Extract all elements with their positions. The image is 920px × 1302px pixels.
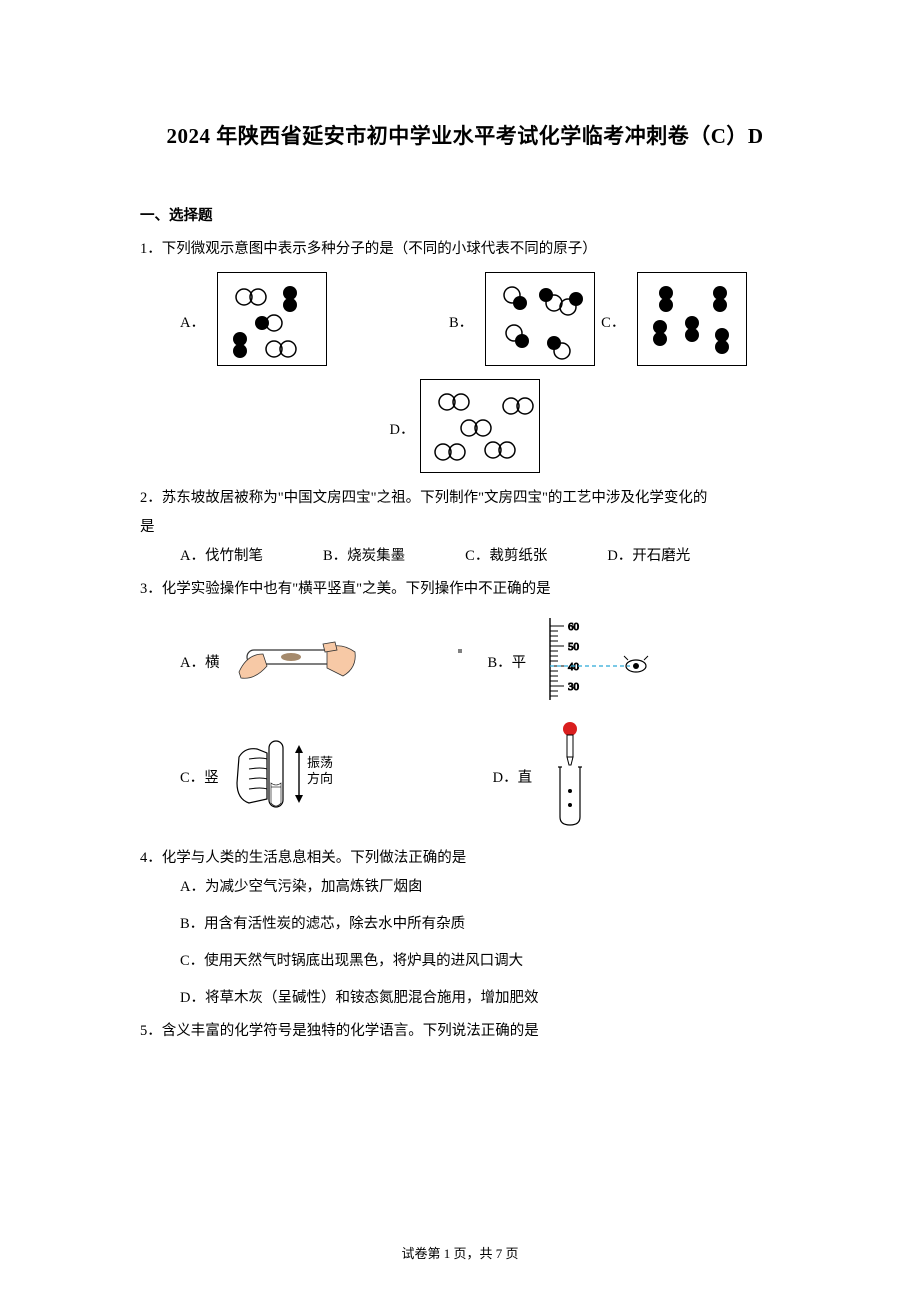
q4-opt-a: A．为减少空气污染，加高炼铁厂烟囱	[180, 873, 790, 902]
q3-opt-d-label: D．直	[493, 766, 532, 787]
q1-opt-c-label: C．	[601, 311, 625, 332]
q4-opt-b: B．用含有活性炭的滤芯，除去水中所有杂质	[180, 910, 790, 939]
q3-opt-a-label: A．横	[180, 651, 219, 672]
q3-opt-b-label: B．平	[487, 651, 526, 672]
q3-opt-c-diagram: 振荡 方向	[227, 729, 357, 824]
page-footer: 试卷第 1 页，共 7 页	[0, 1243, 920, 1262]
q2-stem-line1: 2．苏东坡故居被称为"中国文房四宝"之祖。下列制作"文房四宝"的工艺中涉及化学变…	[140, 484, 790, 513]
page-title: 2024 年陕西省延安市初中学业水平考试化学临考冲刺卷（C）D	[140, 120, 790, 150]
q5-stem: 5．含义丰富的化学符号是独特的化学语言。下列说法正确的是	[140, 1017, 790, 1046]
q2-opt-d: D．开石磨光	[607, 542, 690, 571]
q1-options-row2: D．	[140, 379, 790, 478]
q3-opt-a-diagram	[227, 624, 367, 699]
q2-opt-c: C．裁剪纸张	[465, 542, 547, 571]
center-dot-icon	[458, 649, 462, 653]
q1-opt-c-diagram	[637, 272, 747, 371]
q1-opt-b-label: B．	[449, 311, 473, 332]
svg-text:40: 40	[568, 661, 580, 673]
svg-text:30: 30	[568, 681, 580, 693]
q4-opt-c: C．使用天然气时锅底出现黑色，将炉具的进风口调大	[180, 947, 790, 976]
q2-opt-b: B．烧炭集墨	[323, 542, 405, 571]
q3-row1: A．横 B．平 60 50 40 30	[180, 614, 790, 709]
q3-row2: C．竖 振荡 方向 D．直	[180, 719, 790, 834]
section-header-1: 一、选择题	[140, 204, 790, 225]
q3-stem: 3．化学实验操作中也有"横平竖直"之美。下列操作中不正确的是	[140, 575, 790, 604]
q3-opt-c-label: C．竖	[180, 766, 219, 787]
q1-opt-d-label: D．	[390, 418, 415, 439]
q2-options: A．伐竹制笔 B．烧炭集墨 C．裁剪纸张 D．开石磨光	[180, 542, 790, 571]
svg-text:振荡: 振荡	[307, 755, 333, 770]
q4-opt-d: D．将草木灰（呈碱性）和铵态氮肥混合施用，增加肥效	[180, 984, 790, 1013]
q3-opt-d-diagram	[540, 719, 600, 834]
q1-opt-a-diagram	[217, 272, 327, 371]
q1-options-row: A． B．	[180, 272, 790, 371]
q4-options: A．为减少空气污染，加高炼铁厂烟囱 B．用含有活性炭的滤芯，除去水中所有杂质 C…	[180, 873, 790, 1013]
svg-text:50: 50	[568, 641, 580, 653]
svg-text:方向: 方向	[307, 771, 333, 786]
q4-stem: 4．化学与人类的生活息息相关。下列做法正确的是	[140, 844, 790, 873]
q1-stem: 1．下列微观示意图中表示多种分子的是（不同的小球代表不同的原子）	[140, 235, 790, 264]
q1-opt-d-diagram	[420, 379, 540, 478]
q3-opt-b-diagram: 60 50 40 30	[534, 614, 654, 709]
svg-text:60: 60	[568, 621, 580, 633]
q1-opt-b-diagram	[485, 272, 595, 371]
q2-stem-line2: 是	[140, 513, 790, 542]
q1-opt-a-label: A．	[180, 311, 205, 332]
q2-opt-a: A．伐竹制笔	[180, 542, 263, 571]
